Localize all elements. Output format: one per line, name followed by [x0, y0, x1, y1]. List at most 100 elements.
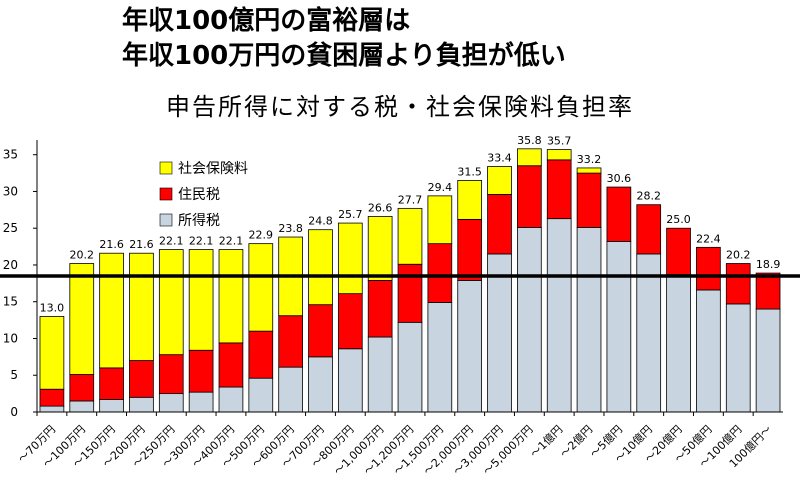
headline-line-2: 年収100万円の貧困層より負担が低い [122, 41, 566, 71]
bar-segment [367, 280, 393, 338]
bar-total-label: 35.7 [547, 135, 572, 148]
y-tick-label: 30 [3, 184, 18, 198]
bar-segment [278, 366, 303, 413]
bar-segment [69, 374, 95, 402]
bar-segment [188, 391, 214, 413]
bar-segment [367, 216, 393, 281]
x-tick-label: ～1億円 [528, 423, 565, 460]
bar-segment [39, 388, 65, 407]
bar-segment [696, 246, 721, 291]
legend-label: 所得税 [178, 212, 220, 229]
bar-total-label: 22.1 [189, 235, 214, 248]
bar-segment [427, 243, 453, 303]
bar-segment [606, 186, 632, 242]
bar-total-label: 22.1 [219, 235, 244, 248]
y-tick-label: 15 [3, 295, 18, 309]
bar-segment [427, 195, 453, 245]
bar-total-label: 22.4 [696, 232, 721, 245]
bar-segment [248, 377, 274, 413]
bar-segment [666, 227, 691, 275]
bar-segment [69, 263, 95, 375]
headline-line-1: 年収100億円の富裕層は [122, 6, 411, 36]
y-tick-label: 5 [10, 368, 18, 382]
x-tick-label: ～2億円 [558, 423, 595, 460]
bar-segment [337, 222, 363, 295]
bar-segment [427, 302, 453, 413]
legend-swatch [159, 187, 173, 201]
bar-total-label: 35.8 [517, 134, 542, 147]
bar-total-label: 22.9 [249, 229, 274, 242]
bar-segment [666, 274, 691, 413]
bar-segment [39, 316, 65, 390]
bar-total-label: 20.2 [726, 249, 751, 262]
bar-segment [308, 356, 333, 413]
bar-segment [337, 348, 363, 413]
chart-title: 申告所得に対する税・社会保険料負担率 [166, 93, 634, 121]
bar-segment [457, 218, 483, 281]
bar-total-label: 33.2 [577, 153, 602, 166]
bar-segment [755, 308, 781, 413]
legend-label: 住民税 [178, 187, 220, 203]
bar-segment [158, 249, 184, 356]
y-tick-label: 10 [3, 331, 18, 345]
bar-segment [158, 354, 184, 395]
bar-segment [546, 218, 572, 413]
y-tick-label: 35 [3, 148, 18, 162]
bar-segment [517, 227, 542, 413]
bar-total-label: 22.1 [159, 235, 184, 248]
bar-segment [248, 330, 274, 379]
bar-segment [546, 159, 572, 220]
bar-segment [99, 367, 124, 400]
bar-total-label: 29.4 [428, 181, 453, 194]
y-tick-label: 20 [3, 258, 18, 272]
bar-segment [158, 393, 184, 413]
bar-segment [129, 360, 154, 398]
bar-total-label: 30.6 [607, 172, 632, 185]
bar-segment [487, 193, 512, 255]
bar-segment [576, 167, 602, 174]
bar-segment [188, 349, 214, 393]
bar-segment [755, 272, 781, 310]
bar-segment [218, 386, 244, 413]
headline: 年収100億円の富裕層は 年収100万円の貧困層より負担が低い [122, 4, 566, 74]
bar-total-label: 28.2 [636, 190, 661, 203]
bar-segment [576, 172, 602, 228]
legend-swatch [159, 161, 173, 175]
bar-segment [606, 241, 632, 413]
legend-label: 社会保険料 [178, 161, 248, 177]
bar-segment [39, 405, 65, 413]
bar-segment [367, 336, 393, 413]
bar-segment [546, 149, 572, 161]
bar-segment [218, 249, 244, 344]
bar-segment [517, 148, 542, 167]
bar-total-label: 27.7 [398, 193, 423, 206]
legend-swatch [159, 213, 173, 227]
bar-segment [129, 252, 154, 361]
bar-segment [308, 229, 333, 306]
bar-segment [99, 252, 124, 369]
y-tick-label: 25 [3, 221, 18, 235]
y-tick-label: 0 [10, 405, 18, 419]
bar-total-label: 24.8 [308, 215, 333, 228]
bar-segment [308, 304, 333, 358]
bar-segment [487, 166, 512, 195]
bar-total-label: 21.6 [99, 238, 124, 251]
bar-segment [397, 207, 423, 265]
bar-segment [576, 227, 602, 413]
bar-total-label: 26.6 [368, 201, 393, 214]
bar-total-label: 23.8 [278, 222, 303, 235]
bar-segment [397, 321, 423, 413]
bar-segment [99, 399, 124, 413]
bar-segment [69, 400, 95, 413]
bar-total-label: 25.7 [338, 208, 363, 221]
bar-segment [397, 263, 423, 323]
bar-segment [129, 396, 154, 413]
bar-segment [337, 293, 363, 350]
bar-total-label: 18.9 [756, 258, 781, 271]
bar-segment [696, 289, 721, 413]
bar-total-label: 20.2 [70, 249, 95, 262]
bar-total-label: 31.5 [457, 165, 482, 178]
bar-segment [725, 303, 751, 413]
bar-segment [278, 315, 303, 368]
